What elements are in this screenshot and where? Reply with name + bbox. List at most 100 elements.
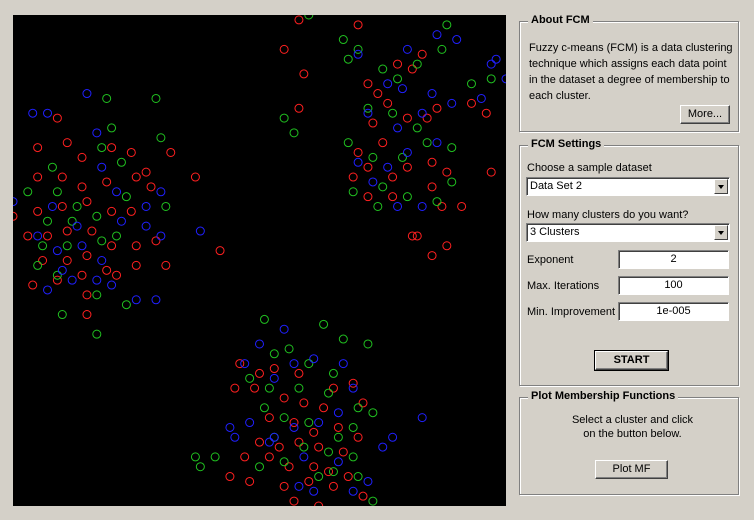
green-data-point (348, 422, 358, 432)
red-data-point (437, 201, 447, 211)
blue-data-point (255, 339, 264, 349)
red-data-point (363, 162, 373, 172)
green-data-point (343, 54, 353, 64)
blue-data-point (151, 295, 161, 305)
red-data-point (338, 447, 348, 457)
blue-data-point (397, 84, 407, 94)
red-data-point (353, 432, 363, 442)
red-data-point (314, 442, 324, 452)
blue-data-point (417, 108, 427, 118)
green-data-point (314, 472, 324, 482)
blue-data-point (279, 324, 289, 334)
red-data-point (131, 172, 141, 182)
blue-data-point (240, 359, 250, 369)
blue-data-point (432, 30, 442, 40)
red-data-point (102, 177, 112, 187)
blue-data-point (309, 486, 319, 496)
red-data-point (264, 413, 274, 423)
green-data-point (72, 201, 82, 211)
plot-mf-button[interactable]: Plot MF (595, 460, 668, 479)
start-button[interactable]: START (594, 350, 669, 371)
green-data-point (353, 403, 363, 413)
green-data-point (328, 467, 338, 477)
green-data-point (33, 260, 43, 270)
more-button[interactable]: More... (680, 105, 730, 124)
blue-data-point (141, 221, 151, 231)
green-data-point (121, 300, 131, 310)
red-data-point (77, 270, 87, 280)
red-data-point (33, 143, 43, 153)
green-data-point (294, 383, 304, 393)
blue-data-point (97, 256, 107, 265)
red-data-point (314, 501, 324, 506)
red-data-point (358, 398, 368, 408)
red-data-point (250, 383, 260, 393)
blue-data-point (195, 226, 205, 236)
red-data-point (77, 152, 87, 162)
green-data-point (52, 270, 62, 280)
green-data-point (447, 143, 457, 153)
blue-data-point (269, 373, 279, 383)
green-data-point (116, 157, 126, 167)
red-data-point (402, 113, 412, 123)
red-data-point (82, 310, 92, 320)
red-data-point (378, 138, 388, 148)
green-data-point (92, 290, 102, 300)
dataset-select[interactable]: Data Set 2 (526, 177, 730, 196)
about-fcm-panel: About FCM Fuzzy c-means (FCM) is a data … (519, 14, 739, 132)
green-data-point (52, 187, 62, 197)
green-data-point (328, 368, 338, 378)
green-data-point (156, 133, 166, 143)
green-data-point (304, 15, 314, 20)
green-data-point (412, 59, 422, 69)
red-data-point (343, 472, 353, 482)
red-data-point (240, 452, 250, 462)
red-data-point (319, 403, 329, 413)
blue-data-point (77, 241, 87, 251)
blue-data-point (476, 93, 486, 103)
blue-data-point (92, 128, 102, 138)
blue-data-point (67, 275, 77, 285)
red-data-point (393, 59, 403, 69)
red-data-point (299, 69, 309, 79)
blue-data-point (264, 437, 274, 447)
green-data-point (279, 113, 289, 123)
green-data-point (299, 442, 309, 452)
green-data-point (378, 64, 388, 74)
chevron-down-icon[interactable] (714, 179, 728, 194)
red-data-point (255, 368, 264, 378)
iterations-field[interactable]: 100 (618, 276, 729, 295)
chevron-down-icon[interactable] (714, 225, 728, 240)
blue-data-point (363, 476, 373, 486)
clusters-select[interactable]: 3 Clusters (526, 223, 730, 242)
exponent-field[interactable]: 2 (618, 250, 729, 269)
green-data-point (324, 447, 334, 457)
red-data-point (126, 147, 136, 157)
green-data-point (486, 74, 496, 84)
blue-data-point (13, 197, 18, 207)
cluster-scatter-plot[interactable] (13, 15, 506, 506)
red-data-point (23, 231, 33, 241)
blue-data-point (289, 359, 299, 369)
red-data-point (324, 467, 334, 477)
red-data-point (353, 147, 363, 157)
red-data-point (383, 98, 393, 108)
green-data-point (432, 197, 442, 207)
blue-data-point (294, 481, 304, 491)
red-data-point (442, 241, 452, 251)
blue-data-point (333, 457, 343, 467)
blue-data-point (388, 432, 398, 442)
green-data-point (368, 408, 378, 418)
red-data-point (294, 103, 304, 113)
red-data-point (28, 280, 38, 290)
red-data-point (151, 236, 161, 246)
improvement-field[interactable]: 1e-005 (618, 302, 729, 321)
green-data-point (363, 339, 373, 349)
blue-data-point (348, 383, 358, 393)
blue-data-point (230, 432, 240, 442)
red-data-point (368, 118, 378, 128)
green-data-point (121, 192, 131, 202)
exponent-label: Exponent (527, 254, 574, 266)
red-data-point (481, 108, 491, 118)
red-data-point (43, 231, 53, 241)
